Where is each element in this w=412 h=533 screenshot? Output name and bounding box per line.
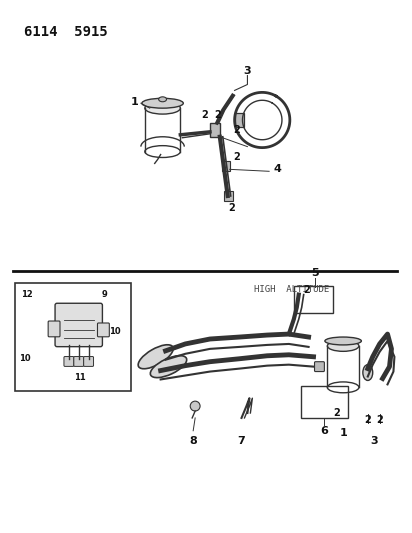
Text: 2: 2 xyxy=(333,408,339,418)
Text: 10: 10 xyxy=(19,353,30,362)
Text: HIGH  ALTITUDE: HIGH ALTITUDE xyxy=(254,285,330,294)
FancyBboxPatch shape xyxy=(222,161,229,171)
Text: 11: 11 xyxy=(74,373,86,382)
Text: 3: 3 xyxy=(243,66,251,76)
Text: 8: 8 xyxy=(189,435,197,446)
Text: 7: 7 xyxy=(238,435,246,446)
Text: 5: 5 xyxy=(311,268,318,278)
Text: 1: 1 xyxy=(131,97,139,107)
Text: 2: 2 xyxy=(233,125,240,135)
Ellipse shape xyxy=(325,337,361,345)
Circle shape xyxy=(190,401,200,411)
Text: 2: 2 xyxy=(215,110,221,120)
Ellipse shape xyxy=(363,365,373,381)
Text: 3: 3 xyxy=(370,435,377,446)
FancyBboxPatch shape xyxy=(224,191,233,201)
FancyBboxPatch shape xyxy=(314,362,324,372)
Ellipse shape xyxy=(138,345,173,369)
Text: 10: 10 xyxy=(109,327,121,336)
Text: 6114  5915: 6114 5915 xyxy=(24,25,108,39)
Text: 2: 2 xyxy=(228,203,235,213)
Ellipse shape xyxy=(328,341,359,351)
FancyBboxPatch shape xyxy=(74,357,84,366)
Text: 12: 12 xyxy=(21,290,32,300)
Text: 2: 2 xyxy=(201,110,208,120)
Text: 2: 2 xyxy=(233,151,240,161)
Text: 9: 9 xyxy=(101,290,107,300)
Ellipse shape xyxy=(145,102,180,114)
FancyBboxPatch shape xyxy=(98,323,109,337)
Text: 6: 6 xyxy=(321,426,328,436)
Text: 2: 2 xyxy=(303,285,310,295)
FancyBboxPatch shape xyxy=(210,123,220,137)
FancyBboxPatch shape xyxy=(55,303,103,346)
Ellipse shape xyxy=(142,98,183,108)
Text: 2: 2 xyxy=(364,415,371,425)
Ellipse shape xyxy=(150,356,187,377)
FancyBboxPatch shape xyxy=(64,357,74,366)
Text: 2: 2 xyxy=(376,415,383,425)
FancyBboxPatch shape xyxy=(234,113,244,127)
Text: 4: 4 xyxy=(273,164,281,174)
FancyBboxPatch shape xyxy=(48,321,60,337)
Text: 1: 1 xyxy=(339,428,347,438)
Ellipse shape xyxy=(159,97,166,102)
FancyBboxPatch shape xyxy=(84,357,94,366)
